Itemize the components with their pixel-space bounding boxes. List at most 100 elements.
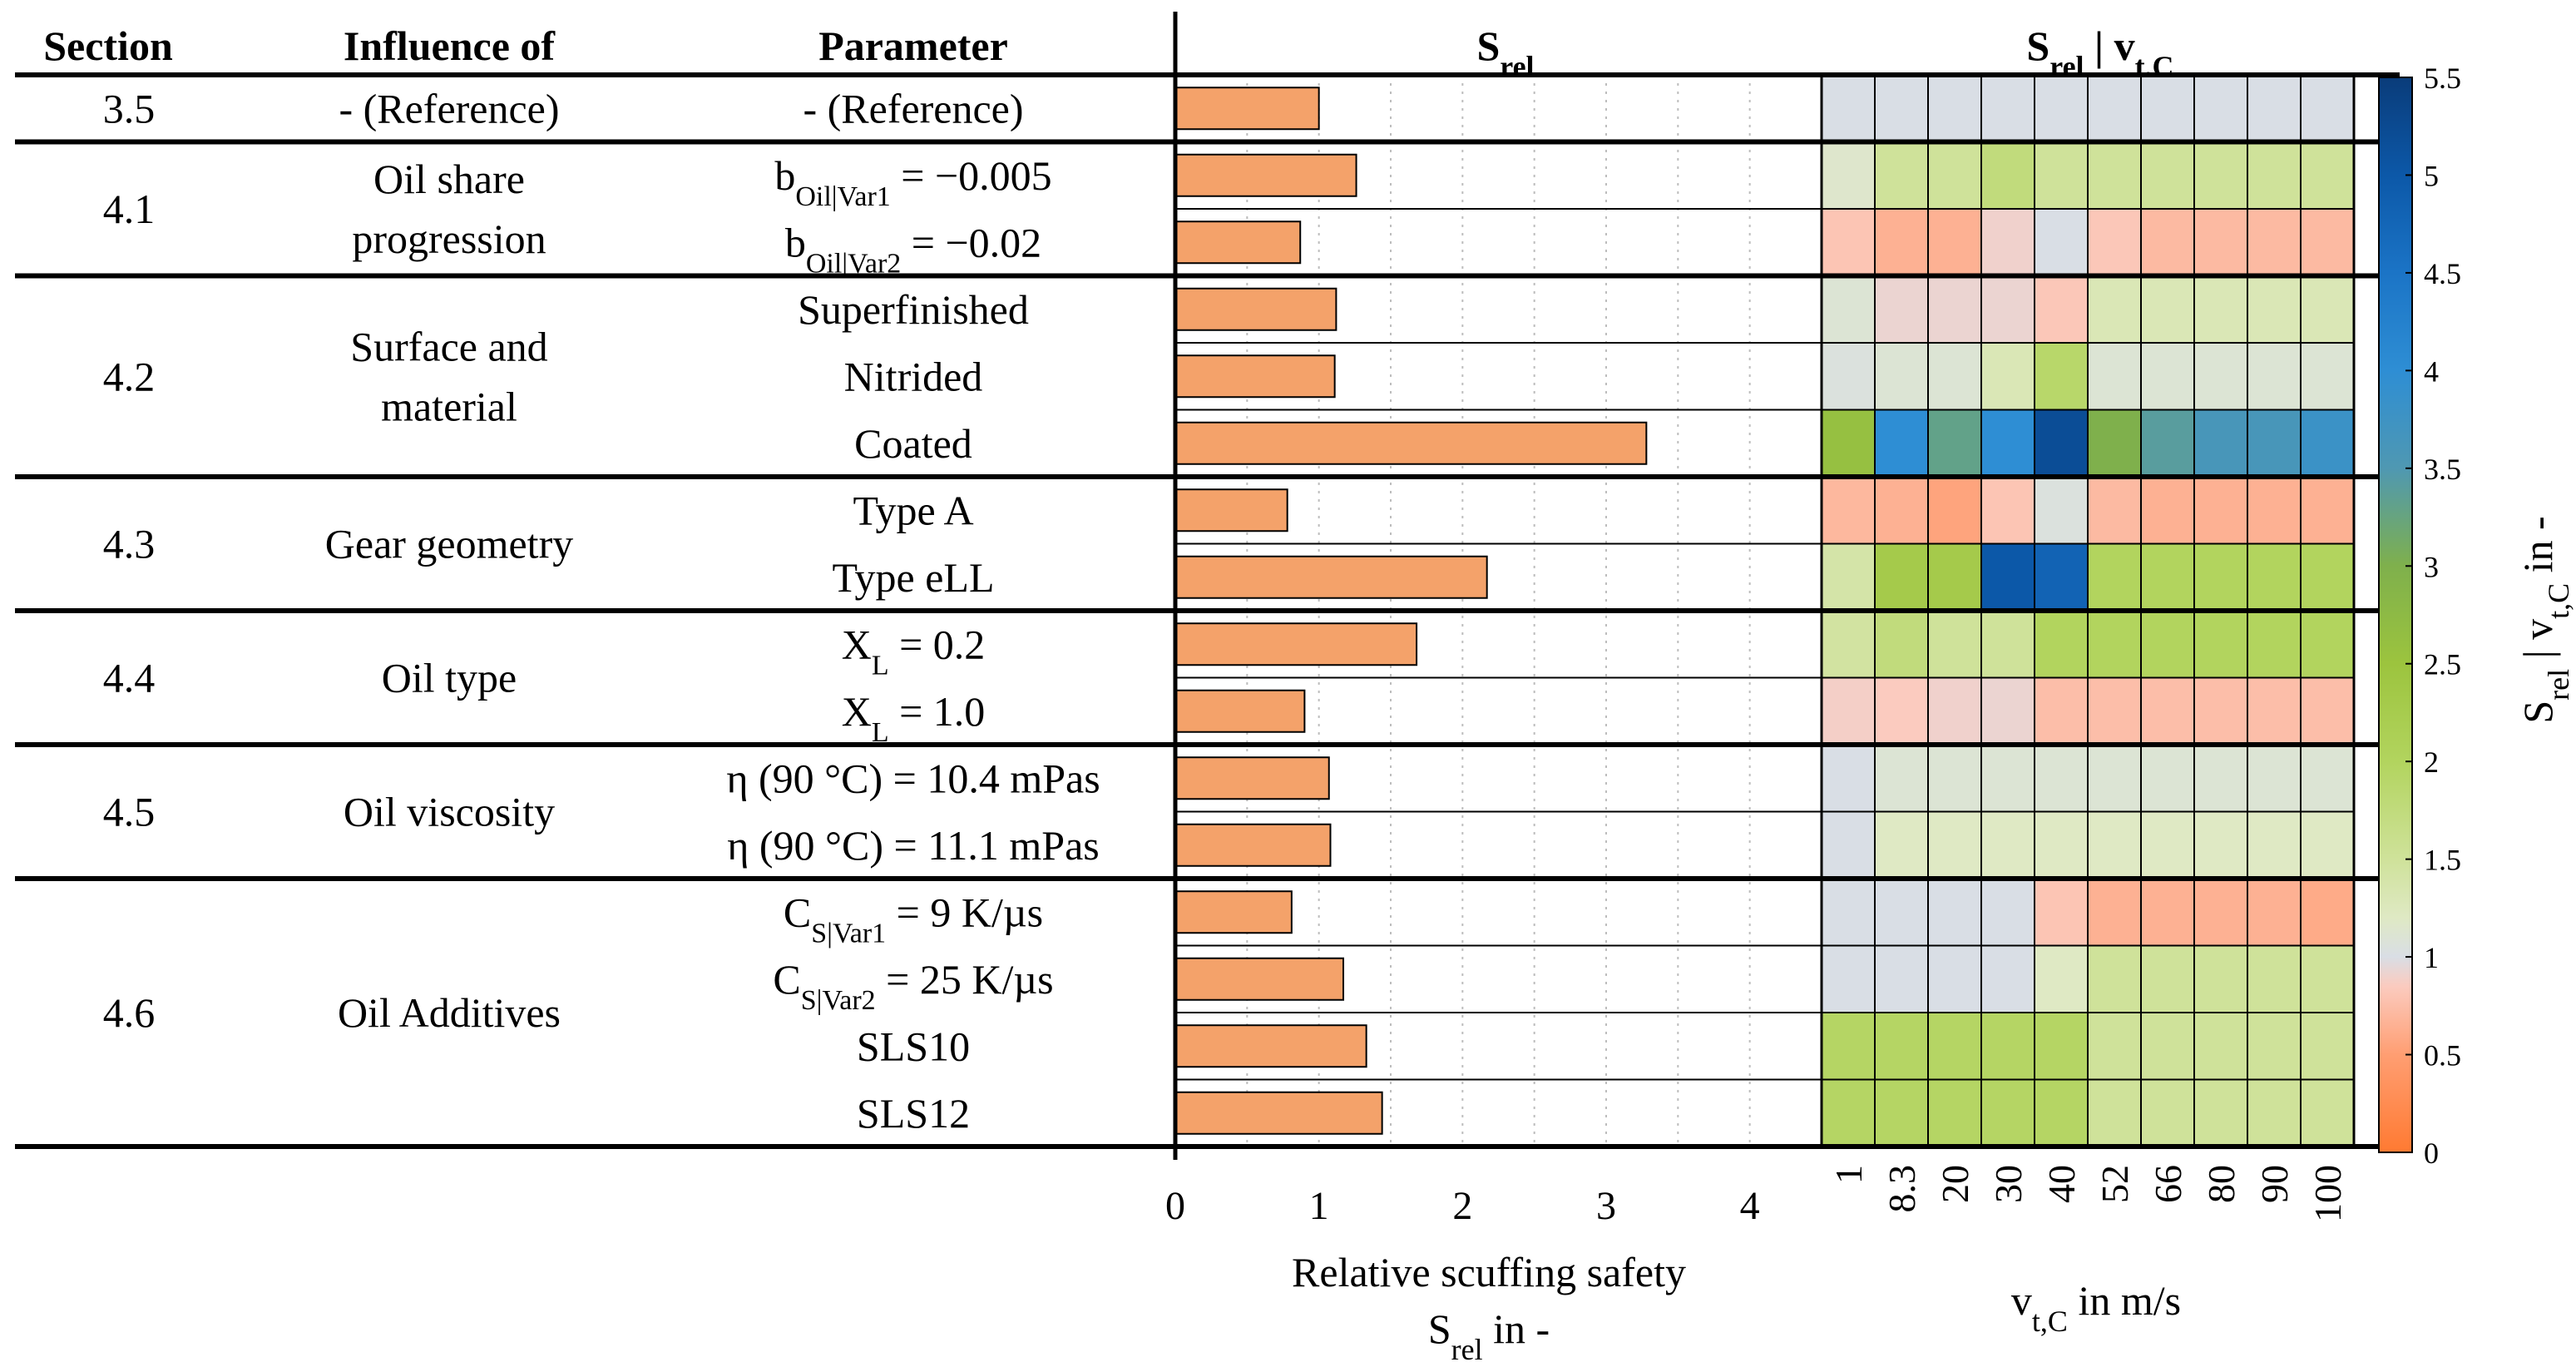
heatmap-cell — [1927, 810, 1982, 879]
heatmap-cell — [2193, 676, 2248, 745]
heatmap-x-tick-label: 30 — [1987, 1165, 2030, 1203]
heatmap-cell — [2300, 208, 2355, 277]
heatmap-cell — [1821, 1078, 1876, 1147]
bar — [1174, 890, 1293, 934]
colorbar: 0 0.5 1 1.5 2 2.5 3 3.5 4 4.5 5 5.5 — [2378, 62, 2461, 1170]
bar — [1174, 1024, 1367, 1068]
heatmap-cell — [2247, 1078, 2302, 1147]
heatmap-cell — [1927, 1012, 1982, 1081]
parameter-label: CS|Var2 = 25 K/µs — [773, 956, 1053, 1016]
heatmap-xlabel: vt,C in m/s — [2011, 1277, 2181, 1338]
heatmap-cell — [2300, 141, 2355, 210]
colorbar-tick-label: 1 — [2424, 941, 2439, 974]
heatmap-cell — [2193, 74, 2248, 143]
section-label: 4.6 — [103, 989, 156, 1036]
heatmap-cell — [2087, 409, 2142, 478]
parameter-label: η (90 °C) = 11.1 mPas — [727, 822, 1100, 869]
bar — [1174, 287, 1337, 331]
heatmap-cell — [2140, 810, 2195, 879]
heatmap-cell — [2140, 542, 2195, 612]
bar — [1174, 823, 1332, 867]
heatmap-cell — [2140, 610, 2195, 679]
heatmap-cell — [1821, 208, 1876, 277]
parameter-label: XL = 0.2 — [842, 621, 986, 681]
heatmap-cell — [2034, 676, 2089, 745]
heatmap-x-tick-label: 52 — [2094, 1165, 2136, 1203]
influence-label: Oil viscosity — [344, 789, 555, 835]
bar — [1174, 354, 1336, 399]
heatmap-cell — [1980, 1078, 2035, 1147]
heatmap-x-tick-label: 40 — [2040, 1165, 2083, 1203]
colorbar-tick-label: 4.5 — [2424, 257, 2461, 290]
influence-label: Gear geometry — [325, 521, 573, 567]
heatmap-cell — [2034, 810, 2089, 879]
heatmap-cell — [1980, 542, 2035, 612]
heatmap-cell — [1874, 610, 1929, 679]
heatmap-cell — [2247, 74, 2302, 143]
heatmap-cell — [2193, 542, 2248, 612]
heatmap-cell — [2300, 944, 2355, 1013]
heatmap-cell — [2034, 944, 2089, 1013]
heatmap-cell — [2193, 409, 2248, 478]
row-separators — [15, 12, 2400, 1160]
heatmap-cell — [1980, 610, 2035, 679]
heatmap-cell — [2034, 409, 2089, 478]
bar-chart-xlabel-line2: Srel in - — [1428, 1305, 1550, 1366]
heatmap-cell — [2034, 1078, 2089, 1147]
heatmap-cell — [1980, 810, 2035, 879]
heatmap-cell — [1927, 409, 1982, 478]
heatmap-cell — [2140, 878, 2195, 947]
header-influence: Influence of — [344, 22, 556, 69]
heatmap-cell — [1821, 744, 1876, 813]
bar — [1174, 488, 1288, 532]
heatmap-cell — [1927, 342, 1982, 411]
heatmap-cell — [2300, 275, 2355, 344]
heatmap-cell — [1821, 944, 1876, 1013]
heatmap-cell — [2247, 1012, 2302, 1081]
colorbar-tick-label: 2.5 — [2424, 648, 2461, 681]
heatmap-cell — [1874, 944, 1929, 1013]
heatmap-cell — [2087, 878, 2142, 947]
heatmap-cell — [2034, 744, 2089, 813]
heatmap-cell — [1927, 610, 1982, 679]
heatmap-cell — [1927, 208, 1982, 277]
heatmap-cell — [2034, 208, 2089, 277]
heatmap-cell — [2300, 476, 2355, 545]
heatmap-cell — [2193, 744, 2248, 813]
parameter-label: SLS12 — [857, 1090, 970, 1137]
heatmap-cell — [1980, 744, 2035, 813]
heatmap-cell — [1927, 878, 1982, 947]
heatmap-cell — [1874, 1078, 1929, 1147]
bar-chart-x-ticks: 0 1 2 3 4 — [1165, 1184, 1760, 1228]
bar — [1174, 689, 1306, 733]
heatmap-cell — [1980, 342, 2035, 411]
heatmap-x-tick-label: 90 — [2253, 1165, 2296, 1203]
heatmap-cell — [1821, 476, 1876, 545]
heatmap-cell — [1927, 1078, 1982, 1147]
heatmap-cell — [2300, 676, 2355, 745]
x-tick-label: 2 — [1452, 1184, 1472, 1228]
heatmap-cell — [1874, 74, 1929, 143]
heatmap-cell — [2300, 610, 2355, 679]
heatmap-cell — [2300, 1078, 2355, 1147]
section-label: 4.2 — [103, 353, 156, 399]
heatmap-cell — [1980, 476, 2035, 545]
heatmap-cell — [2034, 878, 2089, 947]
heatmap-cell — [1980, 208, 2035, 277]
parameter-label: Nitrided — [844, 353, 983, 399]
heatmap-cell — [1927, 542, 1982, 612]
parameter-label: SLS10 — [857, 1023, 970, 1069]
colorbar-tick-label: 3.5 — [2424, 453, 2461, 486]
heatmap-cell — [1980, 141, 2035, 210]
heatmap-cell — [1980, 1012, 2035, 1081]
heatmap-cell — [1821, 275, 1876, 344]
heatmap-cell — [1821, 542, 1876, 612]
heatmap-cell — [2087, 744, 2142, 813]
section-label: 4.3 — [103, 521, 156, 567]
heatmap-title: Srel | vt,C — [2026, 22, 2173, 83]
bar — [1174, 153, 1357, 197]
heatmap-cell — [2193, 944, 2248, 1013]
x-tick-label: 1 — [1309, 1184, 1329, 1228]
heatmap-x-ticks: 1 8.3 20 30 40 52 66 80 90 100 — [1827, 1165, 2349, 1222]
